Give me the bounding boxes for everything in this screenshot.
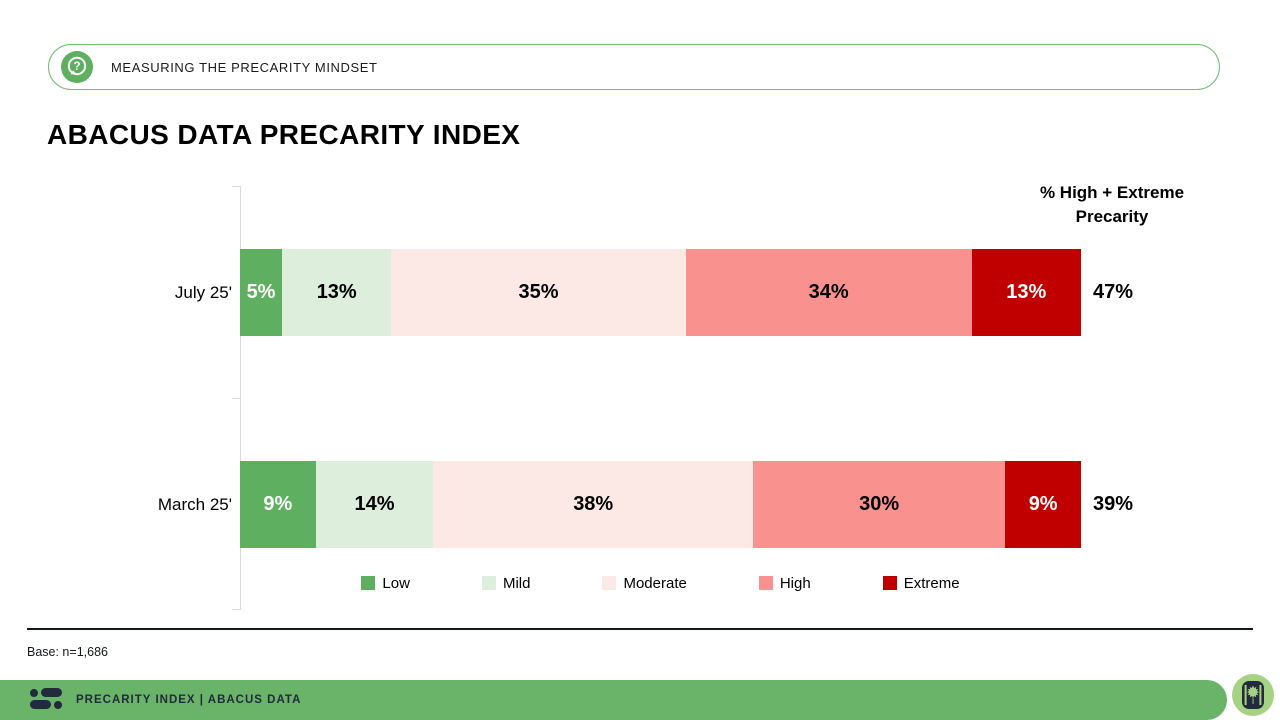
legend-label: High — [779, 574, 811, 592]
bar-segment-extreme: 9% — [1005, 461, 1081, 548]
axis-tick — [232, 609, 240, 610]
bar-row: March 25' 9% 14% 38% 30% 9% 39% — [0, 461, 1280, 548]
canada-maple-leaf-icon — [1231, 673, 1275, 717]
category-label: July 25' — [174, 282, 232, 302]
footer-text: PRECARITY INDEX | ABACUS DATA — [76, 694, 302, 706]
svg-text:?: ? — [73, 61, 80, 73]
legend-label: Low — [382, 574, 410, 592]
footer-bar: PRECARITY INDEX | ABACUS DATA — [0, 680, 1227, 720]
header-banner: ? MEASURING THE PRECARITY MINDSET — [48, 44, 1220, 90]
legend-swatch-icon — [481, 576, 496, 590]
bar-segment-extreme: 13% — [971, 249, 1081, 336]
legend-label: Mild — [502, 574, 531, 592]
bar-segment-mild: 14% — [315, 461, 434, 548]
high-extreme-column-header: % High + Extreme Precarity — [1039, 183, 1185, 226]
y-axis-line — [240, 186, 241, 610]
question-bubble-icon: ? — [61, 51, 93, 83]
bar-segment-high: 34% — [685, 249, 972, 336]
legend-item-mild: Mild — [481, 574, 531, 592]
chart-legend: Low Mild Moderate High Extreme — [240, 572, 1081, 594]
bar-segment-high: 30% — [753, 461, 1006, 548]
footer-divider — [27, 628, 1253, 630]
legend-item-high: High — [758, 574, 811, 592]
bar-segment-low: 5% — [240, 249, 283, 336]
axis-tick — [232, 398, 240, 399]
legend-item-extreme: Extreme — [882, 574, 960, 592]
legend-label: Moderate — [623, 574, 687, 592]
stacked-bar: 5% 13% 35% 34% 13% — [240, 249, 1081, 336]
bar-segment-moderate: 35% — [391, 249, 686, 336]
base-note: Base: n=1,686 — [27, 645, 108, 659]
bar-row: July 25' 5% 13% 35% 34% 13% 47% — [0, 249, 1280, 336]
bar-segment-low: 9% — [240, 461, 316, 548]
page-title: ABACUS DATA PRECARITY INDEX — [47, 119, 521, 150]
legend-swatch-icon — [361, 576, 376, 590]
legend-item-low: Low — [361, 575, 410, 592]
category-label: March 25' — [157, 494, 232, 514]
banner-text: MEASURING THE PRECARITY MINDSET — [111, 59, 378, 75]
high-extreme-total: 47% — [1093, 281, 1134, 303]
bar-segment-mild: 13% — [282, 249, 392, 336]
legend-swatch-icon — [758, 576, 773, 590]
legend-swatch-icon — [882, 576, 897, 590]
legend-item-moderate: Moderate — [602, 574, 687, 592]
legend-label: Extreme — [903, 574, 960, 592]
stacked-bar: 9% 14% 38% 30% 9% — [240, 461, 1081, 548]
abacus-data-logo-icon — [30, 688, 66, 713]
legend-swatch-icon — [602, 576, 617, 590]
axis-tick — [232, 186, 240, 187]
high-extreme-total: 39% — [1093, 493, 1134, 515]
bar-segment-moderate: 38% — [433, 461, 753, 548]
